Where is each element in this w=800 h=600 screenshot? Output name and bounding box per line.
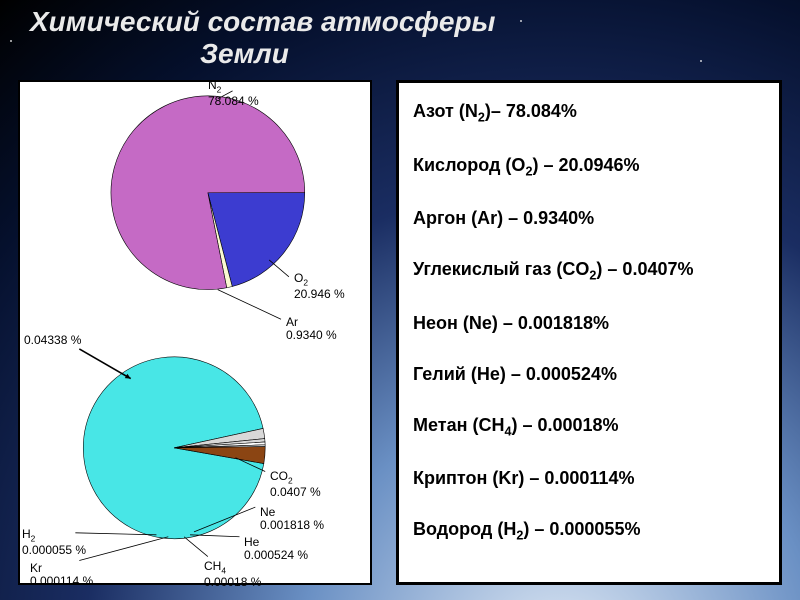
pie-label: CO20.0407 % xyxy=(270,470,321,499)
page-title: Химический состав атмосферы Земли xyxy=(0,6,800,70)
list-item: Углекислый газ (CO2) – 0.0407% xyxy=(413,259,765,283)
list-item: Кислород (O2) – 20.0946% xyxy=(413,155,765,179)
list-item: Неон (Ne) – 0.001818% xyxy=(413,313,765,334)
pie-chart-panel: N278.084 % O220.946 % Ar0.9340 % CO20.0407 … xyxy=(18,80,372,585)
list-item: Азот (N2)– 78.084% xyxy=(413,101,765,125)
pie-label: H20.000055 % xyxy=(22,528,86,557)
list-item: Криптон (Kr) – 0.000114% xyxy=(413,468,765,489)
pie-label: Ar0.9340 % xyxy=(286,316,337,342)
leader-line xyxy=(269,260,289,277)
pie-label: CH40.00018 % xyxy=(204,560,261,589)
title-line2: Земли xyxy=(30,38,800,70)
list-item: Гелий (He) – 0.000524% xyxy=(413,364,765,385)
list-item: Метан (CH4) – 0.00018% xyxy=(413,415,765,439)
pie-label: O220.946 % xyxy=(294,272,345,301)
leader-line xyxy=(218,290,281,320)
pie-label: N278.084 % xyxy=(208,79,259,108)
title-line1: Химический состав атмосферы xyxy=(30,6,495,37)
list-item: Водород (H2) – 0.000055% xyxy=(413,519,765,543)
explode-arrow xyxy=(79,349,130,379)
explode-label: 0.04338 % xyxy=(24,334,81,347)
list-item: Аргон (Ar) – 0.9340% xyxy=(413,208,765,229)
composition-list: Азот (N2)– 78.084% Кислород (O2) – 20.094… xyxy=(396,80,782,585)
pie-label: He0.000524 % xyxy=(244,536,308,562)
leader-line xyxy=(79,537,168,561)
pie-label: Ne0.001818 % xyxy=(260,506,324,532)
leader-line xyxy=(184,537,208,557)
pie-label: Kr0.000114 % xyxy=(30,562,93,588)
